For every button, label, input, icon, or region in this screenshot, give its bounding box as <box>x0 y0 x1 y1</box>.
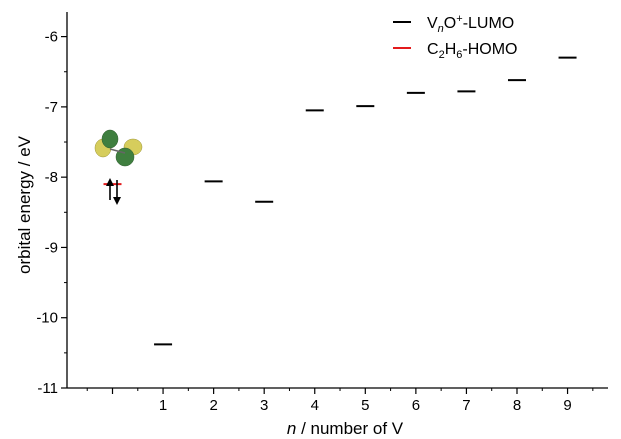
y-tick-label: -9 <box>45 239 58 256</box>
x-tick-label: 1 <box>159 397 167 414</box>
x-axis-label-text: / number of V <box>296 419 403 438</box>
spin-arrows-icon <box>106 178 121 205</box>
legend-label-lumo: VnO+-LUMO <box>427 13 514 35</box>
data-marks <box>103 56 577 346</box>
x-tick-label: 8 <box>513 397 521 414</box>
x-tick-label: 5 <box>361 397 369 414</box>
x-axis-label: n / number of V <box>287 419 404 438</box>
legend: VnO+-LUMO C2H6-HOMO <box>393 13 517 61</box>
x-tick-label: 3 <box>260 397 268 414</box>
tick-labels: -11 -10 -9 -8 -7 -6 1 2 3 4 5 6 7 8 9 <box>36 29 571 414</box>
x-tick-label: 9 <box>563 397 571 414</box>
x-tick-label: 2 <box>209 397 217 414</box>
y-tick-label: -8 <box>45 169 58 186</box>
y-tick-label: -6 <box>45 29 58 46</box>
x-tick-label: 4 <box>311 397 319 414</box>
y-tick-label: -7 <box>45 99 58 116</box>
lobe-top <box>101 129 119 149</box>
tick-marks <box>61 35 594 394</box>
y-axis-label: orbital energy / eV <box>15 135 34 274</box>
x-tick-label: 6 <box>412 397 420 414</box>
axes <box>66 12 608 389</box>
legend-label-homo: C2H6-HOMO <box>427 41 517 61</box>
y-tick-label: -10 <box>36 310 58 327</box>
orbital-lobes-icon <box>94 129 143 167</box>
y-tick-label: -11 <box>37 380 58 397</box>
x-axis-label-variable: n <box>287 419 296 438</box>
bond <box>109 148 126 154</box>
x-tick-label: 7 <box>462 397 470 414</box>
